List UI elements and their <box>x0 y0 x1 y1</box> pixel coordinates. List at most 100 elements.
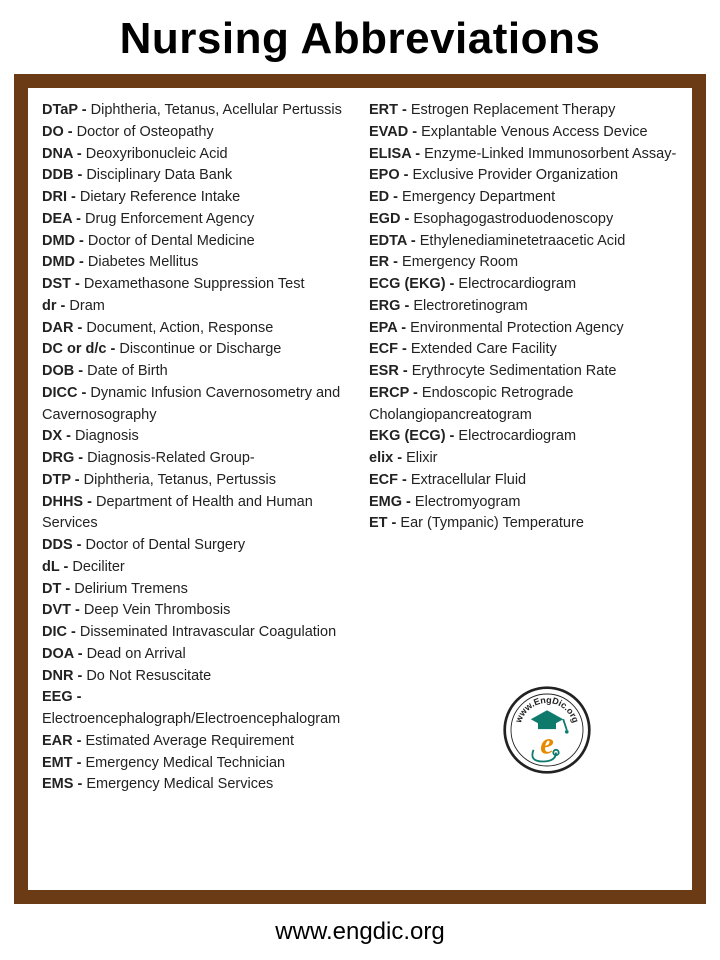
abbrev-definition: Dietary Reference Intake <box>80 189 240 205</box>
abbrev-entry: EEG - Electroencephalograph/Electroencep… <box>42 687 351 731</box>
abbrev-entry: ERCP - Endoscopic Retrograde Cholangiopa… <box>369 383 678 427</box>
abbrev-term: DMD - <box>42 254 88 270</box>
abbrev-entry: EGD - Esophagogastroduodenoscopy <box>369 209 678 231</box>
abbrev-entry: EMG - Electromyogram <box>369 492 678 514</box>
abbrev-term: ECF - <box>369 341 411 357</box>
abbrev-term: ED - <box>369 189 402 205</box>
abbrev-entry: DOA - Dead on Arrival <box>42 644 351 666</box>
abbrev-term: ET - <box>369 515 400 531</box>
abbrev-term: ECF - <box>369 472 411 488</box>
abbrev-definition: Explantable Venous Access Device <box>421 124 648 140</box>
abbrev-definition: Diagnosis <box>75 428 139 444</box>
content-inner: DTaP - Diphtheria, Tetanus, Acellular Pe… <box>28 88 692 890</box>
abbrev-definition: Drug Enforcement Agency <box>85 211 254 227</box>
abbrev-term: DOB - <box>42 363 87 379</box>
abbrev-definition: Extended Care Facility <box>411 341 557 357</box>
abbrev-entry: DDB - Disciplinary Data Bank <box>42 165 351 187</box>
abbrev-entry: ECG (EKG) - Electrocardiogram <box>369 274 678 296</box>
abbrev-definition: Enzyme-Linked Immunosorbent Assay- <box>424 146 676 162</box>
abbrev-term: EPO - <box>369 167 413 183</box>
abbrev-entry: ER - Emergency Room <box>369 252 678 274</box>
abbrev-definition: Do Not Resuscitate <box>86 668 211 684</box>
abbrev-definition: Dexamethasone Suppression Test <box>84 276 305 292</box>
abbrev-entry: ET - Ear (Tympanic) Temperature <box>369 513 678 535</box>
abbrev-term: DO - <box>42 124 77 140</box>
abbrev-definition: Ethylenediaminetetraacetic Acid <box>420 233 626 249</box>
abbrev-definition: Environmental Protection Agency <box>410 320 624 336</box>
abbrev-term: ECG (EKG) - <box>369 276 458 292</box>
abbrev-entry: ESR - Erythrocyte Sedimentation Rate <box>369 361 678 383</box>
abbrev-entry: ECF - Extended Care Facility <box>369 339 678 361</box>
abbrev-term: DTaP - <box>42 102 91 118</box>
abbrev-definition: Extracellular Fluid <box>411 472 526 488</box>
abbrev-term: DT - <box>42 581 74 597</box>
abbrev-entry: EMT - Emergency Medical Technician <box>42 753 351 775</box>
engdic-logo: www.EngDic.org e <box>502 685 592 775</box>
abbrev-entry: DEA - Drug Enforcement Agency <box>42 209 351 231</box>
abbrev-entry: DOB - Date of Birth <box>42 361 351 383</box>
abbrev-entry: DRG - Diagnosis-Related Group- <box>42 448 351 470</box>
abbrev-definition: Disciplinary Data Bank <box>86 167 232 183</box>
abbrev-entry: DIC - Disseminated Intravascular Coagula… <box>42 622 351 644</box>
abbrev-definition: Diphtheria, Tetanus, Pertussis <box>84 472 276 488</box>
abbrev-definition: Estimated Average Requirement <box>86 733 295 749</box>
abbrev-definition: Disseminated Intravascular Coagulation <box>80 624 336 640</box>
abbrev-entry: EDTA - Ethylenediaminetetraacetic Acid <box>369 231 678 253</box>
abbrev-definition: Dead on Arrival <box>87 646 186 662</box>
abbrev-entry: elix - Elixir <box>369 448 678 470</box>
abbrev-definition: Doctor of Dental Surgery <box>86 537 246 553</box>
abbrev-term: ERG - <box>369 298 413 314</box>
abbrev-definition: Electrocardiogram <box>458 428 576 444</box>
abbrev-term: EGD - <box>369 211 413 227</box>
abbrev-definition: Esophagogastroduodenoscopy <box>413 211 613 227</box>
abbrev-term: DHHS - <box>42 494 96 510</box>
abbrev-definition: Emergency Medical Services <box>86 776 273 792</box>
abbrev-definition: Document, Action, Response <box>86 320 273 336</box>
abbrev-term: DEA - <box>42 211 85 227</box>
abbrev-term: DC or d/c - <box>42 341 119 357</box>
abbrev-term: DTP - <box>42 472 84 488</box>
abbrev-definition: Estrogen Replacement Therapy <box>411 102 615 118</box>
abbrev-entry: DTP - Diphtheria, Tetanus, Pertussis <box>42 470 351 492</box>
abbrev-entry: DDS - Doctor of Dental Surgery <box>42 535 351 557</box>
abbrev-definition: Emergency Room <box>402 254 518 270</box>
abbrev-definition: Exclusive Provider Organization <box>413 167 619 183</box>
abbrev-entry: DT - Delirium Tremens <box>42 579 351 601</box>
abbrev-entry: EPO - Exclusive Provider Organization <box>369 165 678 187</box>
abbrev-definition: Electroretinogram <box>413 298 527 314</box>
content-frame: DTaP - Diphtheria, Tetanus, Acellular Pe… <box>14 74 706 904</box>
abbrev-definition: Electrocardiogram <box>458 276 576 292</box>
abbrev-definition: Deciliter <box>72 559 124 575</box>
abbrev-definition: Electromyogram <box>415 494 521 510</box>
footer-url: www.engdic.org <box>0 904 720 960</box>
abbrev-entry: dL - Deciliter <box>42 557 351 579</box>
abbrev-entry: ERT - Estrogen Replacement Therapy <box>369 100 678 122</box>
abbrev-entry: DNA - Deoxyribonucleic Acid <box>42 144 351 166</box>
abbrev-term: ELISA - <box>369 146 424 162</box>
abbrev-entry: DTaP - Diphtheria, Tetanus, Acellular Pe… <box>42 100 351 122</box>
abbrev-term: DRI - <box>42 189 80 205</box>
abbrev-term: dL - <box>42 559 72 575</box>
abbrev-definition: Discontinue or Discharge <box>119 341 281 357</box>
abbrev-term: ER - <box>369 254 402 270</box>
abbrev-entry: ECF - Extracellular Fluid <box>369 470 678 492</box>
abbrev-term: DDB - <box>42 167 86 183</box>
abbrev-entry: EAR - Estimated Average Requirement <box>42 731 351 753</box>
abbrev-term: DOA - <box>42 646 87 662</box>
abbrev-definition: Emergency Department <box>402 189 555 205</box>
abbrev-term: ERT - <box>369 102 411 118</box>
abbrev-term: DDS - <box>42 537 86 553</box>
abbrev-definition: Emergency Medical Technician <box>86 755 286 771</box>
abbrev-term: EMG - <box>369 494 415 510</box>
abbrev-term: DICC - <box>42 385 90 401</box>
page-title: Nursing Abbreviations <box>0 0 720 74</box>
abbrev-term: DMD - <box>42 233 88 249</box>
abbrev-term: DST - <box>42 276 84 292</box>
abbrev-definition: Deep Vein Thrombosis <box>84 602 230 618</box>
abbrev-term: EMS - <box>42 776 86 792</box>
abbrev-term: DNR - <box>42 668 86 684</box>
abbrev-term: EDTA - <box>369 233 420 249</box>
abbrev-entry: DICC - Dynamic Infusion Cavernosometry a… <box>42 383 351 427</box>
abbrev-entry: dr - Dram <box>42 296 351 318</box>
abbrev-definition: Elixir <box>406 450 437 466</box>
